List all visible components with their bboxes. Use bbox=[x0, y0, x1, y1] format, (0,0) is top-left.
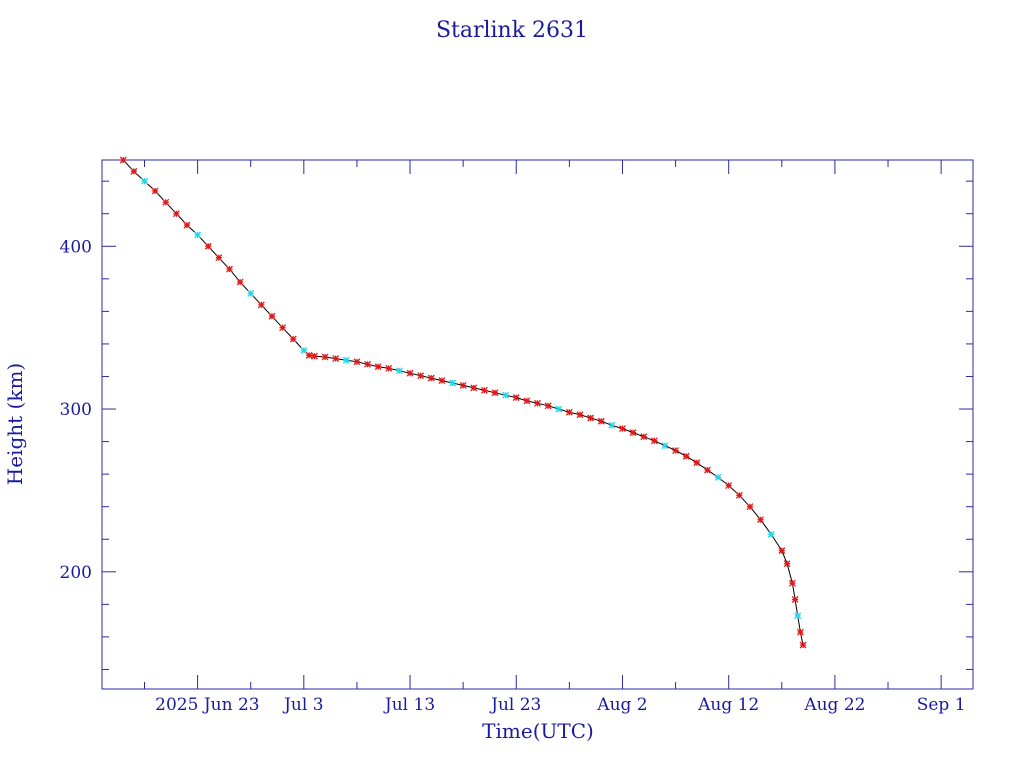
data-point bbox=[619, 425, 626, 433]
data-point bbox=[449, 379, 456, 387]
data-point bbox=[119, 156, 127, 164]
axis-tick-labels: 2025 Jun 23 Jul 3 Jul 13 Jul 23 Aug 2 Aug 12 A… bbox=[60, 237, 966, 715]
data-point bbox=[268, 312, 276, 320]
data-point bbox=[534, 399, 541, 407]
data-point bbox=[650, 437, 658, 445]
data-point bbox=[215, 254, 223, 262]
data-point bbox=[703, 466, 711, 474]
x-axis-label: Time(UTC) bbox=[482, 719, 594, 743]
y-tick-label: 200 bbox=[60, 563, 92, 583]
data-point bbox=[693, 459, 701, 467]
data-point bbox=[661, 442, 669, 450]
data-point bbox=[459, 381, 467, 389]
data-point bbox=[226, 265, 233, 273]
chart-title: Starlink 2631 bbox=[436, 18, 588, 43]
data-point bbox=[204, 242, 212, 250]
data-point bbox=[395, 367, 403, 375]
data-point bbox=[470, 384, 478, 392]
data-point bbox=[714, 473, 722, 481]
x-tick-label: Jul 13 bbox=[383, 695, 435, 715]
data-point bbox=[438, 377, 446, 385]
data-point bbox=[512, 394, 520, 402]
axis-ticks bbox=[102, 160, 973, 689]
data-point bbox=[194, 231, 202, 239]
data-point bbox=[364, 360, 372, 368]
data-point bbox=[788, 579, 796, 587]
data-point bbox=[746, 503, 754, 511]
data-point bbox=[544, 402, 552, 410]
data-point bbox=[332, 355, 340, 363]
data-point bbox=[796, 628, 804, 636]
data-point bbox=[576, 411, 584, 419]
data-point bbox=[172, 210, 180, 218]
data-point bbox=[587, 414, 595, 422]
observation-markers bbox=[119, 156, 807, 649]
data-point bbox=[502, 391, 510, 399]
data-point bbox=[310, 352, 318, 360]
data-point bbox=[757, 516, 765, 524]
data-point bbox=[555, 405, 563, 413]
data-point bbox=[523, 397, 531, 405]
data-point bbox=[385, 364, 393, 372]
data-point bbox=[778, 547, 786, 555]
data-point bbox=[640, 433, 648, 441]
data-point bbox=[141, 177, 148, 185]
y-axis-label: Height (km) bbox=[3, 363, 27, 485]
data-point bbox=[725, 482, 733, 489]
data-point bbox=[130, 167, 138, 175]
data-point bbox=[279, 324, 287, 332]
data-point bbox=[799, 641, 807, 649]
data-point bbox=[342, 356, 350, 364]
data-point bbox=[257, 301, 265, 309]
x-tick-label: 2025 Jun 23 bbox=[155, 695, 259, 715]
data-point bbox=[427, 374, 435, 382]
x-tick-label: Sep 1 bbox=[917, 695, 966, 715]
x-tick-label: Aug 22 bbox=[803, 695, 865, 715]
data-point bbox=[767, 530, 775, 538]
data-point bbox=[305, 351, 313, 359]
data-point bbox=[791, 596, 799, 603]
x-tick-label: Aug 2 bbox=[596, 695, 647, 715]
data-point bbox=[783, 560, 791, 568]
y-tick-label: 400 bbox=[60, 237, 92, 257]
y-tick-label: 300 bbox=[60, 400, 92, 420]
data-point bbox=[735, 491, 743, 499]
data-point bbox=[289, 335, 297, 343]
data-point bbox=[183, 221, 191, 229]
data-point bbox=[236, 278, 244, 286]
data-point bbox=[629, 429, 637, 437]
data-point bbox=[491, 389, 499, 397]
data-point bbox=[672, 447, 680, 455]
x-tick-label: Jul 3 bbox=[282, 695, 323, 715]
x-tick-label: Aug 12 bbox=[697, 695, 759, 715]
data-point bbox=[794, 612, 802, 620]
data-point bbox=[565, 408, 573, 416]
data-point bbox=[321, 353, 329, 361]
data-point bbox=[247, 290, 255, 297]
x-tick-label: Jul 23 bbox=[489, 695, 541, 715]
data-point bbox=[406, 369, 414, 377]
data-point bbox=[597, 417, 605, 425]
data-point bbox=[682, 452, 690, 460]
data-point bbox=[417, 372, 425, 380]
data-point bbox=[162, 198, 170, 206]
data-point bbox=[374, 363, 382, 371]
plot-area-frame bbox=[101, 159, 974, 690]
data-point bbox=[300, 346, 308, 354]
data-point bbox=[151, 187, 159, 195]
data-point bbox=[608, 421, 616, 429]
data-point bbox=[353, 358, 361, 366]
data-point bbox=[480, 386, 488, 394]
decay-curve-line bbox=[122, 159, 804, 646]
